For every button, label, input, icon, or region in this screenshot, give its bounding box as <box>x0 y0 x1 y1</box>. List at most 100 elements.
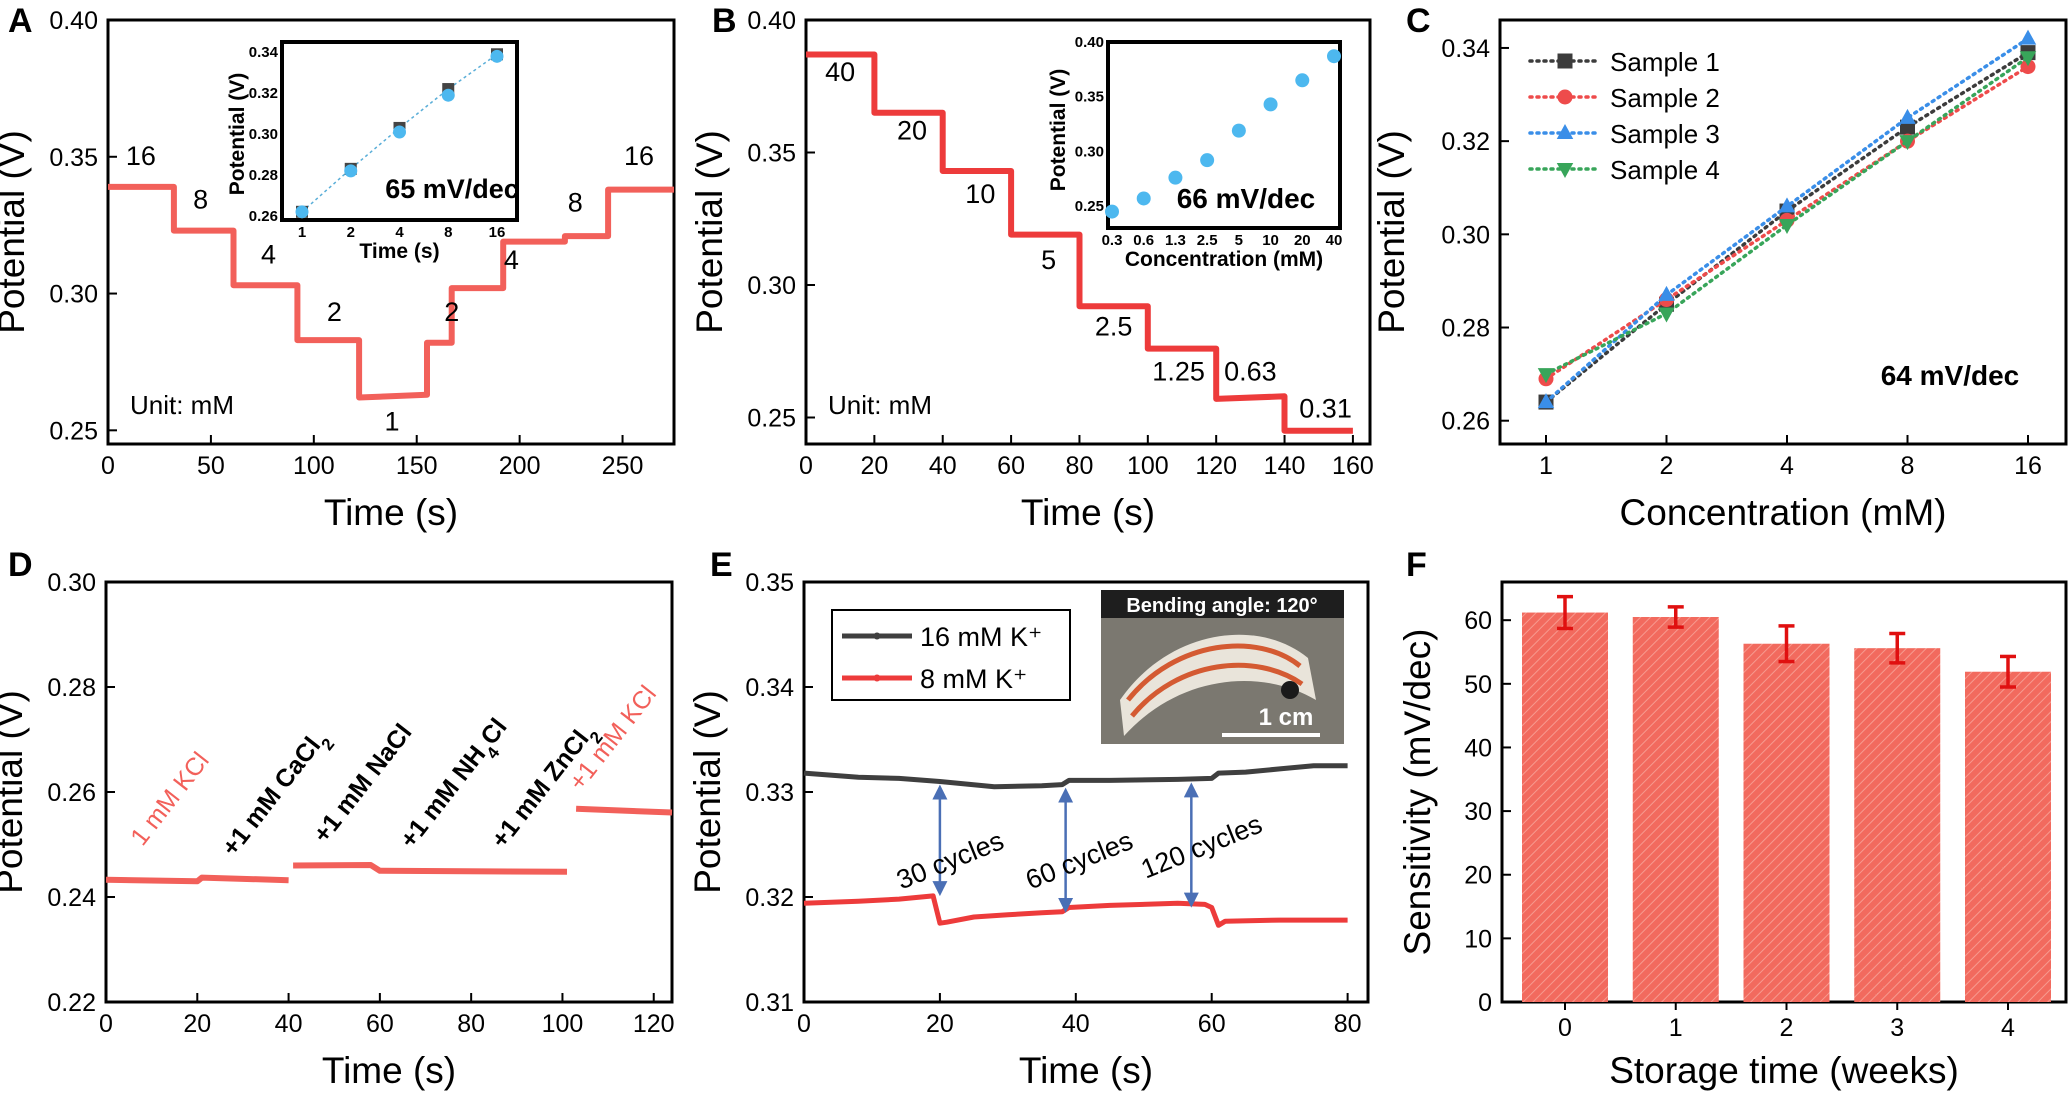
x-tick-label: 20 <box>860 452 888 480</box>
x-tick-label: 100 <box>293 452 335 480</box>
annotation-text: 1 mM KCl <box>125 747 215 851</box>
series-line <box>1544 55 2030 376</box>
data-point <box>2019 51 2037 67</box>
series-3: Sample 3 <box>1528 29 2037 409</box>
y-tick-label: 0.30 <box>49 281 98 309</box>
data-point <box>1658 307 1675 323</box>
y-axis-title: Potential (V) <box>0 690 30 894</box>
step-label: 4 <box>504 245 519 275</box>
inset-y-title: Potential (V) <box>226 73 249 196</box>
photo-caption-bar <box>1101 590 1344 618</box>
x-tick-label: 40 <box>929 452 957 480</box>
inset-x-tick-label: 16 <box>489 224 506 241</box>
inset-x-title: Concentration (mM) <box>1125 248 1323 271</box>
step-label: 2.5 <box>1095 311 1133 341</box>
x-tick-label: 140 <box>1264 452 1306 480</box>
data-point <box>2020 59 2036 75</box>
step-label: 20 <box>897 115 927 145</box>
legend-marker <box>1556 163 1574 178</box>
electrode-trace <box>1130 662 1304 718</box>
data-point <box>1899 135 1916 151</box>
y-axis-title: Potential (V) <box>689 130 730 334</box>
annotation-text: +1 mM NH <box>394 740 491 853</box>
x-tick-label: 250 <box>602 452 644 480</box>
x-tick-label: 2 <box>1780 1014 1794 1042</box>
panel-letter: E <box>710 546 733 584</box>
x-tick-label: 40 <box>275 1010 303 1038</box>
step-label: 8 <box>193 185 208 215</box>
inset-point-circle <box>1327 49 1341 64</box>
legend-label: Sample 1 <box>1610 47 1720 77</box>
inset-point-circle <box>1295 73 1310 88</box>
inset-x-tick-label: 5 <box>1235 232 1243 249</box>
y-tick-label: 0.30 <box>47 569 96 597</box>
x-tick-label: 120 <box>1195 452 1237 480</box>
bar <box>1743 643 1830 1002</box>
legend-marker <box>873 632 881 640</box>
x-tick-label: 4 <box>2001 1014 2015 1042</box>
y-tick-label: 10 <box>1464 925 1492 953</box>
x-tick-label: 150 <box>396 452 438 480</box>
step-label: 0.63 <box>1224 356 1277 386</box>
inset-point-circle <box>490 49 504 63</box>
scale-bar-label: 1 cm <box>1259 704 1314 731</box>
y-axis-title: Potential (V) <box>1371 130 1412 334</box>
flexible-substrate <box>1120 634 1316 736</box>
x-axis-title: Time (s) <box>1021 492 1155 533</box>
inset-b: 0.3 0.6 1.3 2.5 5 10 20 40 0.25 0.30 0.35 0.40 Conce… <box>1047 34 1342 271</box>
y-tick-label: 0.31 <box>745 989 794 1017</box>
panel-letter: B <box>712 2 737 40</box>
inset-y-tick-label: 0.35 <box>1075 89 1104 106</box>
x-tick-label: 1 <box>1669 1014 1683 1042</box>
y-tick-label: 0.22 <box>47 989 96 1017</box>
potential-trace <box>105 874 289 885</box>
panel-letter: C <box>1406 2 1431 40</box>
panel-letter: F <box>1406 546 1427 584</box>
potential-trace <box>108 183 674 401</box>
legend-label: Sample 3 <box>1610 119 1720 149</box>
panel-d: D 0 20 40 60 80 100 120 0.22 0.24 0.26 0.28 0.30 Time… <box>0 546 675 1091</box>
y-tick-label: 0.35 <box>745 569 794 597</box>
inset-point-circle <box>295 205 309 219</box>
x-tick-label: 1 <box>1539 452 1553 480</box>
bar <box>1632 617 1719 1002</box>
y-tick-label: 0.33 <box>745 779 794 807</box>
inset-point-circle <box>1200 153 1215 168</box>
step-label: 5 <box>1041 245 1056 275</box>
data-point <box>2019 29 2037 45</box>
inset-x-tick-label: 20 <box>1294 232 1311 249</box>
slope-annotation: 64 mV/dec <box>1881 360 2020 391</box>
inset-y-tick-label: 0.30 <box>249 126 278 143</box>
x-tick-label: 100 <box>542 1010 584 1038</box>
step-label: 8 <box>568 187 583 217</box>
y-tick-label: 0.26 <box>1441 408 1490 436</box>
y-tick-label: 0.30 <box>747 272 796 300</box>
y-tick-label: 60 <box>1464 607 1492 635</box>
plot-frame <box>804 18 1372 446</box>
legend-marker <box>1557 89 1573 105</box>
series-4: Sample 4 <box>1528 51 2037 384</box>
x-tick-label: 0 <box>799 452 813 480</box>
inset-x-tick-label: 40 <box>1326 232 1343 249</box>
legend-label: 8 mM K⁺ <box>920 664 1027 694</box>
step-label: 16 <box>624 141 654 171</box>
x-tick-label: 0 <box>101 452 115 480</box>
panel-c: C 0.26 0.28 0.30 0.32 0.34 Concentration (mM) P… <box>1371 2 2068 533</box>
bar <box>1854 648 1941 1002</box>
legend: 16 mM K⁺ 8 mM K⁺ <box>831 609 1071 701</box>
x-tick-label: 20 <box>183 1010 211 1038</box>
step-label: 2 <box>444 297 459 327</box>
step-label: 0.31 <box>1299 394 1352 424</box>
electrode-trace <box>1126 643 1302 702</box>
inset-point-circle <box>441 88 455 102</box>
legend-marker <box>1556 124 1574 139</box>
unit-annotation: Unit: mM <box>130 390 234 420</box>
inset-y-tick-label: 0.40 <box>1075 34 1104 51</box>
potential-trace <box>575 805 673 816</box>
y-tick-label: 0.35 <box>49 144 98 172</box>
x-tick-label: 60 <box>1198 1010 1226 1038</box>
x-tick-label: 80 <box>457 1010 485 1038</box>
data-point <box>1658 285 1675 301</box>
plot-frame <box>1498 18 2068 446</box>
